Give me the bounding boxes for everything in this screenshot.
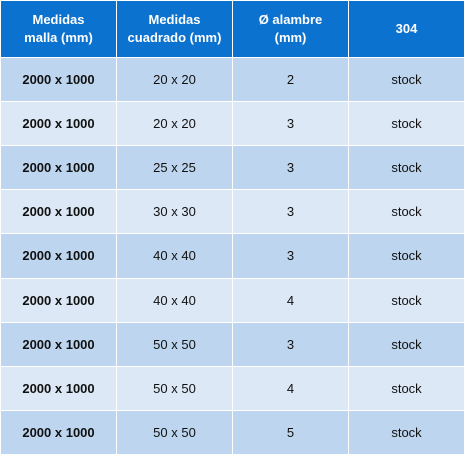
header-line: malla (mm) bbox=[24, 30, 93, 45]
cell-medidas-malla: 2000 x 1000 bbox=[0, 277, 117, 323]
table-body: 2000 x 1000 20 x 20 2 stock 2000 x 1000 … bbox=[0, 56, 464, 455]
cell-medidas-malla: 2000 x 1000 bbox=[0, 56, 117, 103]
cell-medidas-cuadrado: 20 x 20 bbox=[116, 56, 233, 103]
header-line: Medidas bbox=[148, 12, 201, 27]
cell-medidas-cuadrado: 50 x 50 bbox=[116, 365, 233, 411]
header-diametro-alambre: Ø alambre (mm) bbox=[232, 0, 349, 58]
header-line: 304 bbox=[395, 21, 418, 36]
table-row: 2000 x 1000 50 x 50 3 stock bbox=[0, 321, 464, 367]
header-line: cuadrado (mm) bbox=[127, 30, 222, 45]
cell-medidas-malla: 2000 x 1000 bbox=[0, 365, 117, 411]
table-row: 2000 x 1000 20 x 20 2 stock bbox=[0, 56, 464, 103]
header-line: Ø alambre bbox=[258, 12, 323, 27]
cell-medidas-cuadrado: 25 x 25 bbox=[116, 145, 233, 191]
table-row: 2000 x 1000 40 x 40 3 stock bbox=[0, 233, 464, 279]
table-row: 2000 x 1000 20 x 20 3 stock bbox=[0, 101, 464, 147]
cell-304: stock bbox=[348, 101, 464, 147]
cell-medidas-cuadrado: 20 x 20 bbox=[116, 101, 233, 147]
table-row: 2000 x 1000 30 x 30 3 stock bbox=[0, 189, 464, 235]
table-row: 2000 x 1000 40 x 40 4 stock bbox=[0, 277, 464, 323]
cell-diametro-alambre: 3 bbox=[232, 145, 349, 191]
cell-medidas-cuadrado: 40 x 40 bbox=[116, 277, 233, 323]
cell-medidas-cuadrado: 50 x 50 bbox=[116, 321, 233, 367]
cell-diametro-alambre: 3 bbox=[232, 101, 349, 147]
cell-304: stock bbox=[348, 277, 464, 323]
header-medidas-malla: Medidas malla (mm) bbox=[0, 0, 117, 58]
table-header: Medidas malla (mm) Medidas cuadrado (mm)… bbox=[0, 0, 464, 58]
cell-diametro-alambre: 4 bbox=[232, 277, 349, 323]
cell-diametro-alambre: 3 bbox=[232, 321, 349, 367]
cell-304: stock bbox=[348, 56, 464, 103]
table-row: 2000 x 1000 25 x 25 3 stock bbox=[0, 145, 464, 191]
cell-304: stock bbox=[348, 145, 464, 191]
cell-medidas-malla: 2000 x 1000 bbox=[0, 189, 117, 235]
header-medidas-cuadrado: Medidas cuadrado (mm) bbox=[116, 0, 233, 58]
header-304: 304 bbox=[348, 0, 464, 58]
cell-diametro-alambre: 2 bbox=[232, 56, 349, 103]
table-row: 2000 x 1000 50 x 50 4 stock bbox=[0, 365, 464, 411]
cell-medidas-malla: 2000 x 1000 bbox=[0, 145, 117, 191]
cell-304: stock bbox=[348, 409, 464, 455]
cell-304: stock bbox=[348, 189, 464, 235]
cell-medidas-malla: 2000 x 1000 bbox=[0, 321, 117, 367]
header-line: (mm) bbox=[274, 30, 307, 45]
table-row: 2000 x 1000 50 x 50 5 stock bbox=[0, 409, 464, 455]
cell-304: stock bbox=[348, 233, 464, 279]
cell-304: stock bbox=[348, 365, 464, 411]
header-line: Medidas bbox=[32, 12, 85, 27]
cell-medidas-malla: 2000 x 1000 bbox=[0, 233, 117, 279]
header-row: Medidas malla (mm) Medidas cuadrado (mm)… bbox=[0, 0, 464, 58]
cell-304: stock bbox=[348, 321, 464, 367]
cell-medidas-malla: 2000 x 1000 bbox=[0, 101, 117, 147]
cell-diametro-alambre: 4 bbox=[232, 365, 349, 411]
cell-medidas-cuadrado: 50 x 50 bbox=[116, 409, 233, 455]
cell-medidas-cuadrado: 30 x 30 bbox=[116, 189, 233, 235]
cell-medidas-malla: 2000 x 1000 bbox=[0, 409, 117, 455]
cell-medidas-cuadrado: 40 x 40 bbox=[116, 233, 233, 279]
cell-diametro-alambre: 3 bbox=[232, 233, 349, 279]
cell-diametro-alambre: 3 bbox=[232, 189, 349, 235]
cell-diametro-alambre: 5 bbox=[232, 409, 349, 455]
